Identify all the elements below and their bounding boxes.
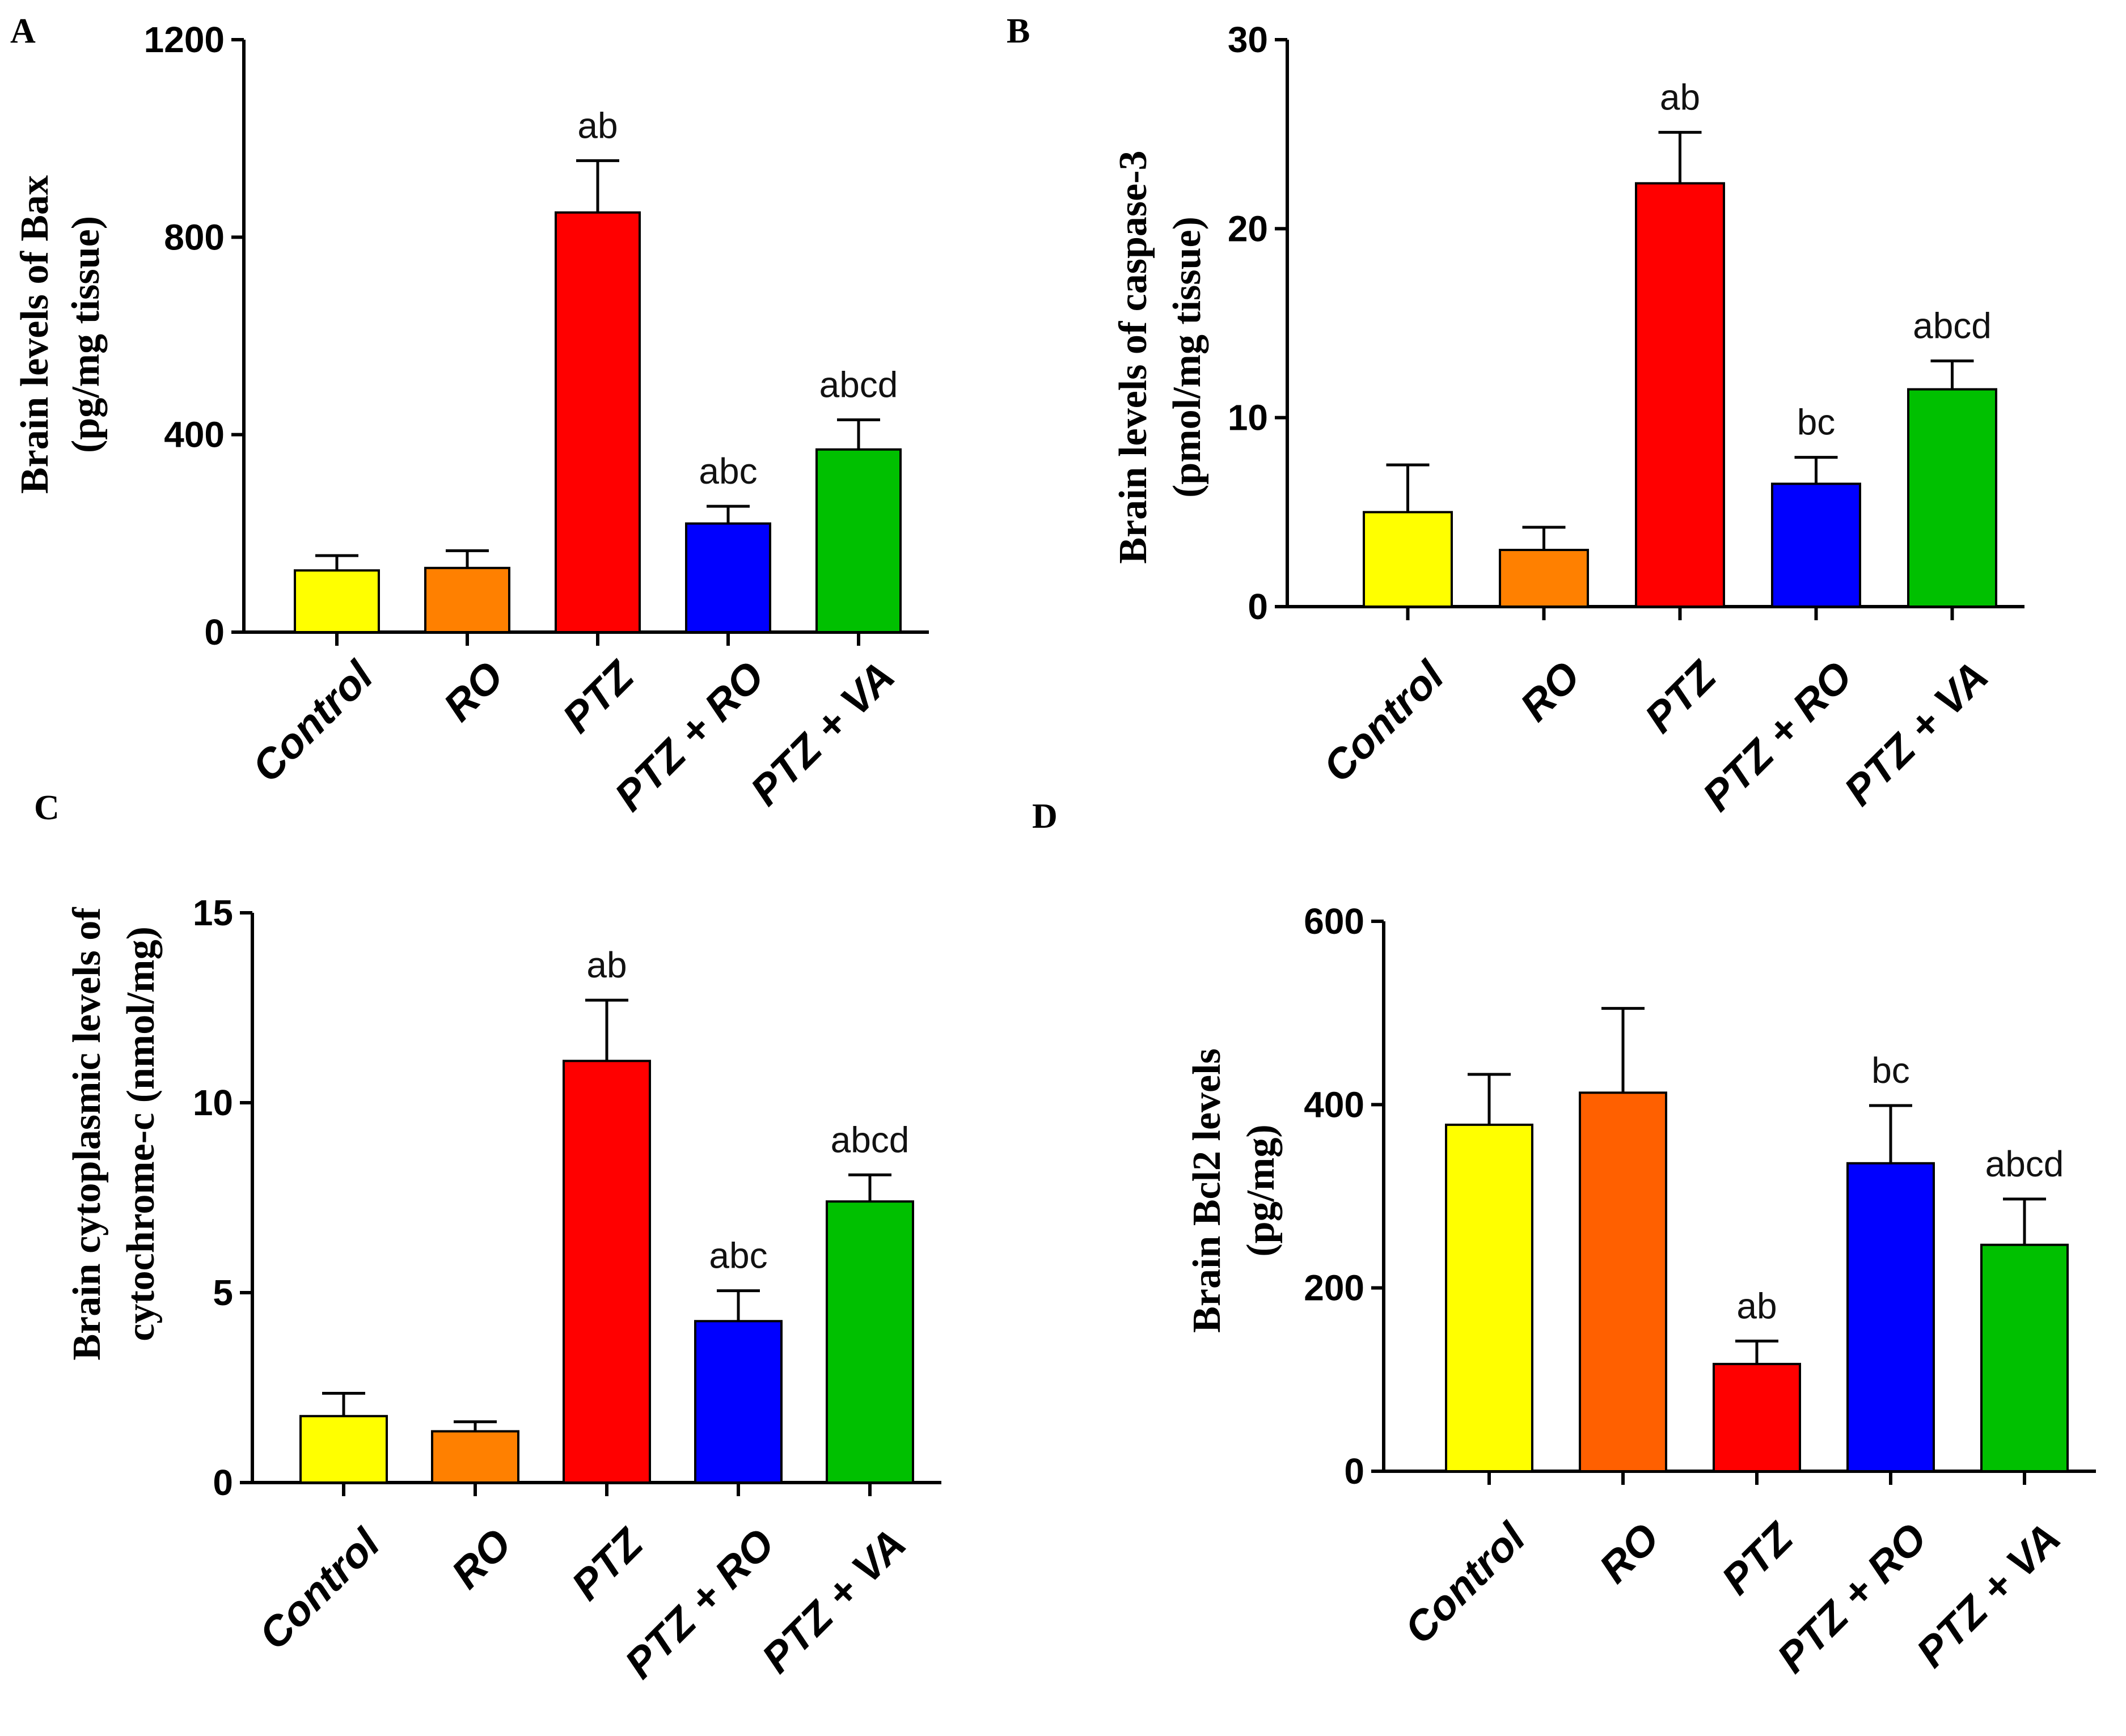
category-label: PTZ + RO <box>1693 653 1861 820</box>
category-label: Control <box>243 652 383 791</box>
y-axis-label: Brain levels of Bax <box>13 175 57 494</box>
category-label: PTZ <box>1713 1513 1803 1603</box>
bar-ptz <box>563 1060 651 1484</box>
category-label: RO <box>1511 653 1589 730</box>
category-label: PTZ + VA <box>1835 653 1997 815</box>
bar-ptz-va <box>826 1200 914 1484</box>
significance-label: abcd <box>1913 306 1992 346</box>
category-label: RO <box>1590 1514 1668 1592</box>
bar-control <box>299 1415 388 1484</box>
category-label: PTZ <box>1635 651 1726 742</box>
bar-control <box>1445 1123 1533 1472</box>
significance-label: ab <box>586 945 627 985</box>
y-axis-label: Brain cytoplasmic levels of <box>65 907 109 1361</box>
bar-ro <box>1499 549 1589 608</box>
y-tick-label: 15 <box>193 892 233 933</box>
panel-letter: A <box>10 12 36 50</box>
significance-label: abc <box>709 1235 767 1276</box>
y-axis-label: cytochrome-c (nmol/mg) <box>119 926 163 1341</box>
bar-ptz-ro <box>685 522 771 634</box>
panel-letter: B <box>1007 12 1030 50</box>
bar-control <box>294 569 380 633</box>
chart-panel-c: C Brain cytoplasmic levels of cytochrome-c… <box>34 789 941 1687</box>
bar-ptz-va <box>1907 388 1997 608</box>
y-axis-label: Brain levels of caspase-3 <box>1111 150 1155 564</box>
y-tick-label: 0 <box>213 1462 233 1503</box>
y-tick-label: 1200 <box>144 19 225 60</box>
y-tick-label: 800 <box>164 217 225 257</box>
category-label: Control <box>1396 1514 1535 1653</box>
bar-ptz <box>1635 182 1725 608</box>
chart-panel-a: A Brain levels of Bax (pg/mg tissue) 0 400 80… <box>10 12 929 820</box>
category-label: PTZ + VA <box>1907 1514 2069 1676</box>
category-label: PTZ <box>563 1519 653 1609</box>
panel-letter: C <box>34 789 60 827</box>
y-axis-label: (pmol/mg tissue) <box>1165 217 1209 498</box>
chart-panel-d: D Brain Bcl2 levels (pg/mg) 0 200 400 600 Contr… <box>1032 797 2096 1682</box>
significance-label: ab <box>577 105 618 146</box>
y-tick-label: 0 <box>204 612 225 653</box>
bar-ptz <box>555 211 641 633</box>
significance-label: abc <box>699 451 757 492</box>
bar-ptz-ro <box>694 1320 783 1484</box>
y-tick-label: 0 <box>1248 586 1268 627</box>
bar-ptz-va <box>815 448 902 634</box>
significance-label: ab <box>1660 77 1700 117</box>
y-tick-label: 400 <box>1304 1084 1364 1125</box>
y-axis-label: Brain Bcl2 levels <box>1185 1048 1229 1333</box>
category-label: Control <box>1314 652 1453 791</box>
category-label: PTZ + VA <box>741 653 903 815</box>
bar-ptz <box>1713 1362 1801 1473</box>
y-tick-label: 600 <box>1304 901 1364 942</box>
y-tick-label: 20 <box>1228 208 1268 249</box>
y-tick-label: 5 <box>213 1272 233 1313</box>
bar-ro <box>431 1430 519 1484</box>
significance-label: bc <box>1871 1050 1910 1091</box>
category-label: PTZ <box>553 651 644 742</box>
significance-label: ab <box>1736 1285 1777 1326</box>
bar-ro <box>1579 1091 1667 1472</box>
category-label: RO <box>442 1520 520 1598</box>
y-tick-label: 200 <box>1304 1268 1364 1309</box>
y-axis-label: (pg/mg) <box>1239 1124 1283 1256</box>
y-tick-label: 400 <box>164 414 225 455</box>
category-label: PTZ + VA <box>753 1520 915 1682</box>
y-tick-label: 0 <box>1344 1451 1364 1492</box>
bar-ptz-ro <box>1771 482 1861 608</box>
y-tick-label: 30 <box>1228 19 1268 60</box>
y-axis-label: (pg/mg tissue) <box>64 216 108 453</box>
y-tick-label: 10 <box>193 1082 233 1123</box>
significance-label: abcd <box>819 365 898 405</box>
y-tick-label: 10 <box>1228 397 1268 438</box>
category-label: RO <box>434 653 512 730</box>
significance-label: bc <box>1797 402 1836 443</box>
significance-label: abcd <box>1985 1144 2064 1184</box>
bar-control <box>1363 511 1453 608</box>
chart-panel-b: B Brain levels of caspase-3 (pmol/mg tissu… <box>1007 12 2024 820</box>
panel-letter: D <box>1032 797 1058 836</box>
bar-ptz-va <box>1980 1243 2069 1473</box>
bar-ro <box>424 566 510 634</box>
significance-label: abcd <box>831 1119 910 1160</box>
bar-ptz-ro <box>1846 1162 1935 1473</box>
category-label: Control <box>250 1519 390 1659</box>
